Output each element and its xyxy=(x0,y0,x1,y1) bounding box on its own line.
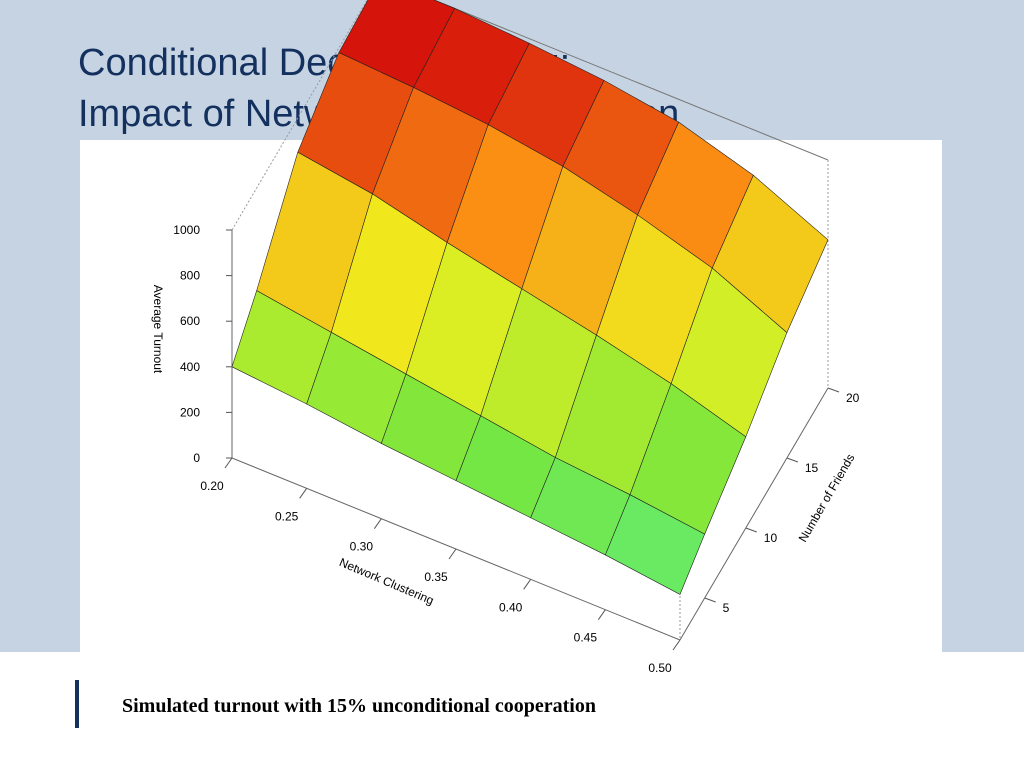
x-tick xyxy=(523,579,532,590)
x-tick-label: 0.45 xyxy=(574,631,598,645)
surface-plot: 0 200 400 600 800 1000 0.20 0.25 0.30 0.35 0.40 0.4… xyxy=(151,0,860,675)
y-tick xyxy=(827,387,840,393)
y-tick xyxy=(704,597,716,603)
x-tick xyxy=(373,518,382,529)
y-tick xyxy=(786,457,799,463)
x-tick-label: 0.25 xyxy=(275,509,299,523)
x-tick xyxy=(224,457,233,469)
z-tick-label: 0 xyxy=(193,451,200,465)
z-tick-label: 400 xyxy=(180,360,200,374)
caption: Simulated turnout with 15% unconditional… xyxy=(122,695,596,717)
caption-bar xyxy=(75,680,79,728)
y-tick-label: 15 xyxy=(805,461,819,475)
x-tick-label: 0.30 xyxy=(350,540,374,554)
y-tick xyxy=(745,527,757,533)
z-axis-label: Average Turnout xyxy=(151,285,165,374)
x-tick-label: 0.20 xyxy=(200,479,224,493)
x-tick xyxy=(299,488,308,499)
x-tick-label: 0.35 xyxy=(424,570,448,584)
surface-cell xyxy=(604,494,706,595)
x-tick xyxy=(597,609,606,620)
y-tick-label: 5 xyxy=(723,601,730,615)
footer-band xyxy=(0,652,1024,768)
z-tick-label: 200 xyxy=(180,405,200,419)
x-tick-label: 0.40 xyxy=(499,600,523,614)
x-tick xyxy=(448,548,457,560)
x-tick-label: 0.50 xyxy=(648,661,672,675)
z-tick-label: 800 xyxy=(180,269,200,283)
y-tick-label: 10 xyxy=(764,531,778,545)
z-tick-label: 1000 xyxy=(173,223,200,237)
y-tick-label: 20 xyxy=(846,391,860,405)
box-edge xyxy=(231,0,368,231)
x-tick xyxy=(672,639,681,651)
z-tick-label: 600 xyxy=(180,314,200,328)
